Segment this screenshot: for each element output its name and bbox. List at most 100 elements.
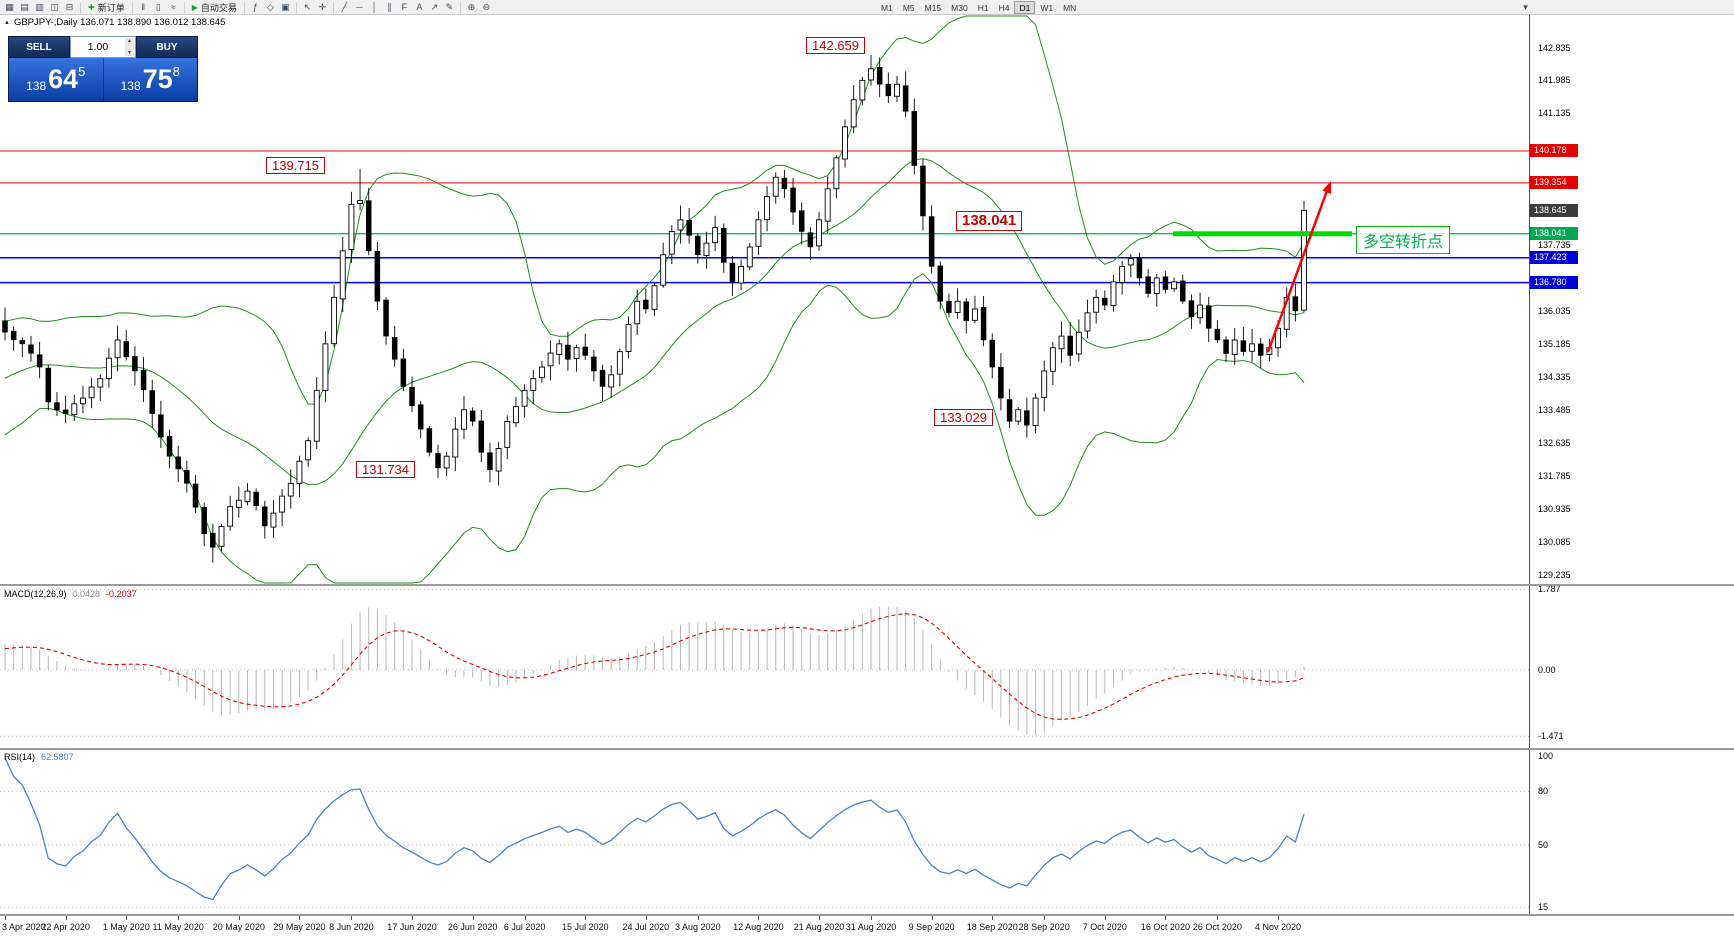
date-axis-label: 16 Oct 2020	[1140, 922, 1190, 932]
price-callout[interactable]: 142.659	[806, 37, 865, 54]
price-callout[interactable]: 133.029	[934, 409, 993, 426]
date-axis-label: 15 Jul 2020	[561, 922, 609, 932]
date-axis-tick-mark	[65, 916, 67, 920]
spinner-down-icon[interactable]: ▼	[127, 50, 132, 56]
channel-icon[interactable]: ∥	[387, 1, 392, 12]
terminal-icon[interactable]: ⊟	[65, 1, 74, 12]
timeframe-H1[interactable]: H1	[973, 1, 994, 14]
price-axis-badge: 138.645	[1530, 203, 1578, 217]
fibonacci-icon[interactable]: F	[401, 1, 408, 12]
one-click-toggle-icon[interactable]: ▲	[4, 19, 10, 26]
arrow-object-icon[interactable]: ↗	[430, 1, 439, 12]
timeframe-toolbar: M1 M5 M15 M30 H1 H4 D1 W1 MN	[876, 1, 1081, 14]
rsi-axis-tick: 50	[1538, 839, 1549, 850]
crosshair-icon[interactable]: ✛	[318, 1, 327, 12]
panel-divider[interactable]	[0, 914, 1734, 916]
panel-divider[interactable]	[0, 584, 1734, 586]
date-axis-label: 8 Jun 2020	[329, 922, 374, 932]
date-axis-label: 21 Aug 2020	[793, 922, 845, 932]
price-axis[interactable]: 142.835 141.985 141.135 137.735 136.035 135.1…	[1529, 15, 1734, 916]
annotation-note[interactable]: 多空转折点	[1356, 226, 1451, 254]
toolbar-separator	[80, 1, 81, 13]
candlestick-chart-icon[interactable]: ▯	[155, 1, 161, 12]
date-axis-label: 9 Sep 2020	[908, 922, 955, 932]
price-axis-tick: 142.835	[1538, 42, 1571, 53]
date-axis-tick-mark	[472, 916, 474, 920]
timeframe-W1[interactable]: W1	[1035, 1, 1058, 14]
date-axis-label: 18 Sep 2020	[966, 922, 1018, 932]
price-axis-tick: 134.335	[1538, 371, 1571, 382]
date-axis-tick-mark	[931, 916, 933, 920]
date-axis-label: 12 Aug 2020	[733, 922, 784, 932]
price-callout[interactable]: 131.734	[356, 461, 415, 478]
volume-value: 1.00	[87, 41, 109, 53]
date-axis-label: 17 Jun 2020	[387, 922, 437, 932]
date-axis-tick-mark	[645, 916, 647, 920]
toolbar-separator	[243, 1, 245, 13]
timeframe-MN[interactable]: MN	[1058, 1, 1081, 14]
sell-price[interactable]: 138 64 5	[9, 58, 104, 101]
date-axis[interactable]: 3 Apr 2020 22 Apr 2020 1 May 2020 11 May 20…	[0, 916, 1734, 939]
sell-price-big-figure: 138	[26, 79, 47, 93]
shapes-icon[interactable]: ✎	[445, 1, 454, 12]
bar-chart-icon[interactable]: ‖	[141, 1, 146, 12]
objects-list-icon[interactable]: ◇	[266, 1, 274, 12]
volume-spinner[interactable]: ▲ ▼	[125, 38, 134, 56]
date-axis-tick-mark	[524, 916, 526, 920]
panel-divider[interactable]	[0, 748, 1734, 750]
new-order-button[interactable]: ✚ 新订单	[84, 1, 129, 14]
macd-signal-line	[4, 613, 1305, 720]
navigator-icon[interactable]: ◫	[50, 1, 59, 12]
date-axis-tick-mark	[126, 916, 128, 920]
toolbar-separator	[459, 1, 461, 13]
toolbar-overflow-icon[interactable]: ▾	[1523, 2, 1528, 12]
price-callout[interactable]: 138.041	[956, 211, 1023, 231]
timeframe-M5[interactable]: M5	[898, 1, 920, 14]
rsi-indicator-label: RSI(14) 62.5807	[4, 752, 74, 762]
timeframe-M30[interactable]: M30	[946, 1, 973, 14]
autotrading-button[interactable]: ▶ 自动交易	[188, 1, 241, 14]
thick-support-line[interactable]	[1173, 231, 1352, 237]
date-axis-tick-mark	[1104, 916, 1106, 920]
price-axis-tick: 133.485	[1538, 404, 1571, 415]
market-watch-icon[interactable]: ▥	[35, 1, 44, 12]
new-chart-icon[interactable]: ▦	[5, 1, 14, 12]
price-axis-tick: 131.785	[1538, 470, 1571, 481]
buy-button[interactable]: BUY	[136, 36, 198, 58]
trend-arrow-line[interactable]	[1266, 187, 1330, 353]
date-axis-label: 28 Sep 2020	[1018, 922, 1070, 932]
date-axis-tick-mark	[178, 916, 180, 920]
sell-button[interactable]: SELL	[8, 36, 70, 58]
price-callout[interactable]: 139.715	[266, 157, 325, 174]
indicators-icon[interactable]: ƒ	[252, 1, 258, 12]
timeframe-D1[interactable]: D1	[1014, 1, 1036, 14]
rsi-axis-tick: 15	[1538, 901, 1549, 912]
timeframe-M15[interactable]: M15	[920, 1, 947, 14]
volume-input[interactable]: 1.00 ▲ ▼	[70, 36, 136, 58]
vertical-line-icon[interactable]: │	[371, 1, 378, 12]
cursor-icon[interactable]: ↖	[303, 1, 312, 12]
trendline-icon[interactable]: ╱	[341, 1, 348, 12]
buy-price-point: 8	[172, 64, 180, 79]
toolbar-icon-strip: ▦ ▤ ▥ ◫ ⊟ ✚ 新订单 ‖ ▯ ≈ ▶ 自动交易 ƒ ◇ ▣ ↖ ✛ ╱ ─ │ ∥ F A ↗ ✎ ⊕ ⊖	[2, 1, 494, 14]
macd-signal-value: -0.2037	[106, 589, 137, 599]
horizontal-line-icon[interactable]: ─	[356, 1, 363, 12]
zoom-in-icon[interactable]: ⊕	[467, 1, 476, 12]
buy-price[interactable]: 138 75 8	[103, 58, 197, 101]
date-axis-tick-mark	[1044, 916, 1046, 920]
buy-price-pips: 75	[142, 64, 173, 94]
zoom-out-icon[interactable]: ⊖	[482, 1, 491, 12]
chart-profiles-icon[interactable]: ▤	[20, 1, 29, 12]
timeframe-H4[interactable]: H4	[994, 1, 1015, 14]
price-axis-badge: 139.354	[1530, 176, 1578, 190]
date-axis-tick-mark	[871, 916, 872, 920]
line-chart-icon[interactable]: ≈	[170, 1, 176, 12]
spinner-up-icon[interactable]: ▲	[127, 38, 132, 44]
rsi-value: 62.5807	[41, 752, 74, 762]
timeframe-M1[interactable]: M1	[876, 1, 898, 14]
templates-icon[interactable]: ▣	[281, 1, 290, 12]
macd-axis-tick: 0.00	[1538, 664, 1556, 675]
text-label-icon[interactable]: A	[416, 1, 423, 12]
macd-axis-tick: -1.471	[1538, 730, 1564, 741]
